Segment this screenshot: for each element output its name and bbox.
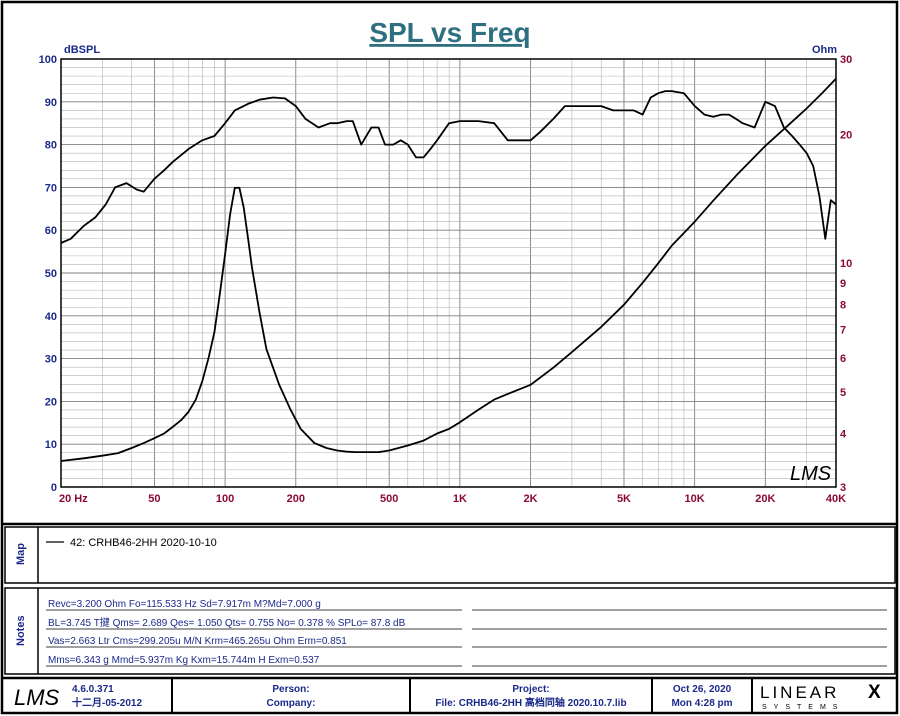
x-tick-label: 2K <box>524 493 538 505</box>
brand-sub: SYSTEMS <box>762 704 844 711</box>
y-left-tick-label: 90 <box>45 97 57 109</box>
brand-x: X <box>868 682 881 703</box>
y-right-tick-label: 9 <box>840 278 846 290</box>
x-tick-label: 5K <box>617 493 631 505</box>
series-group <box>60 77 837 462</box>
x-tick-label: 100 <box>216 493 234 505</box>
y-left-unit: dBSPL <box>64 44 100 56</box>
y-right-tick-labels: 3 4 5 6 7 8 9 10 20 30 <box>840 54 852 494</box>
footer-version: 4.6.0.371 <box>72 684 114 695</box>
y-left-tick-label: 0 <box>51 482 57 494</box>
y-left-tick-label: 100 <box>39 54 57 66</box>
x-tick-labels: 20 Hz 50 100 200 500 1K 2K 5K 10K 20K 40K <box>59 493 846 505</box>
y-left-tick-label: 40 <box>45 311 57 323</box>
note-rules <box>46 609 887 667</box>
y-right-tick-label: 10 <box>840 258 852 270</box>
footer-file: File: CRHB46-2HH 高档同轴 2020.10.7.lib <box>435 696 626 709</box>
footer-build-date: 十二月-05-2012 <box>72 696 142 709</box>
y-right-tick-label: 8 <box>840 300 846 312</box>
x-tick-label: 200 <box>287 493 305 505</box>
y-left-tick-label: 70 <box>45 182 57 194</box>
brand-main: LINEAR <box>760 683 839 702</box>
footer-person-label: Person: <box>272 684 309 695</box>
map-box <box>4 526 896 584</box>
chart-title: SPL vs Freq <box>369 17 530 48</box>
y-right-tick-label: 6 <box>840 353 846 365</box>
x-tick-label: 50 <box>148 493 160 505</box>
y-left-tick-label: 10 <box>45 439 57 451</box>
y-left-tick-label: 20 <box>45 396 57 408</box>
y-left-tick-label: 60 <box>45 225 57 237</box>
x-tick-label: 40K <box>826 493 846 505</box>
footer-time: Mon 4:28 pm <box>671 698 732 709</box>
y-right-tick-label: 30 <box>840 54 852 66</box>
notes-lines: Revc=3.200 Ohm Fo=115.533 Hz Sd=7.917m M… <box>48 599 406 666</box>
x-tick-label: 1K <box>453 493 467 505</box>
note-line: BL=3.745 T揵 Qms= 2.689 Qes= 1.050 Qts= 0… <box>48 616 406 629</box>
grid <box>61 59 836 487</box>
note-line: Revc=3.200 Ohm Fo=115.533 Hz Sd=7.917m M… <box>48 599 321 610</box>
y-left-tick-label: 50 <box>45 268 57 280</box>
y-right-tick-label: 5 <box>840 387 846 399</box>
y-right-tick-label: 20 <box>840 129 852 141</box>
notes-label: Notes <box>15 615 27 646</box>
y-left-tick-label: 30 <box>45 354 57 366</box>
y-right-tick-label: 7 <box>840 325 846 337</box>
note-line: Vas=2.663 Ltr Cms=299.205u M/N Krm=465.2… <box>48 636 347 647</box>
x-tick-label: 10K <box>685 493 705 505</box>
notes-box <box>4 587 896 675</box>
y-left-tick-labels: 0 10 20 30 40 50 60 70 80 90 100 <box>39 54 57 494</box>
map-label: Map <box>15 543 27 565</box>
linearx-logo: LINEAR X SYSTEMS <box>760 682 881 711</box>
footer-project-label: Project: <box>512 684 549 695</box>
y-left-tick-label: 80 <box>45 140 57 152</box>
x-tick-label: 20K <box>755 493 775 505</box>
series-line-spl <box>60 90 837 244</box>
series-line-impedance <box>60 77 837 462</box>
footer-company-label: Company: <box>267 698 316 709</box>
note-line: Mms=6.343 g Mmd=5.937m Kg Kxm=15.744m H … <box>48 655 320 666</box>
plot-area <box>60 58 837 488</box>
footer-dividers <box>171 678 753 713</box>
lms-watermark: LMS <box>790 463 832 485</box>
y-right-unit: Ohm <box>812 44 837 56</box>
legend-entry: 42: CRHB46-2HH 2020-10-10 <box>70 537 217 549</box>
footer-logo: LMS <box>14 685 60 710</box>
x-tick-label: 20 Hz <box>59 493 88 505</box>
y-right-tick-label: 4 <box>840 429 847 441</box>
x-tick-label: 500 <box>380 493 398 505</box>
y-right-tick-label: 3 <box>840 482 846 494</box>
footer-date: Oct 26, 2020 <box>673 684 732 695</box>
